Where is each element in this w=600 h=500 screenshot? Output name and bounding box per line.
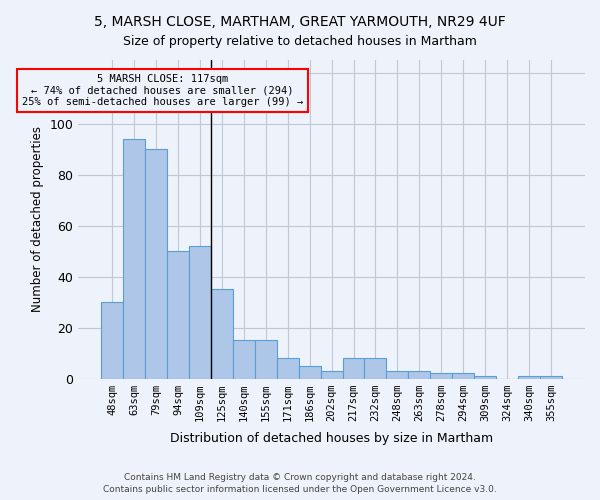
- Bar: [452, 374, 474, 378]
- Text: 5, MARSH CLOSE, MARTHAM, GREAT YARMOUTH, NR29 4UF: 5, MARSH CLOSE, MARTHAM, GREAT YARMOUTH,…: [94, 15, 506, 29]
- Bar: [123, 139, 145, 378]
- Bar: [430, 374, 452, 378]
- Bar: [343, 358, 364, 378]
- Bar: [364, 358, 386, 378]
- Bar: [474, 376, 496, 378]
- Bar: [211, 290, 233, 378]
- Y-axis label: Number of detached properties: Number of detached properties: [31, 126, 44, 312]
- Bar: [145, 149, 167, 378]
- Bar: [540, 376, 562, 378]
- Bar: [277, 358, 299, 378]
- Bar: [167, 251, 189, 378]
- Bar: [101, 302, 123, 378]
- Bar: [189, 246, 211, 378]
- Text: 5 MARSH CLOSE: 117sqm
← 74% of detached houses are smaller (294)
25% of semi-det: 5 MARSH CLOSE: 117sqm ← 74% of detached …: [22, 74, 303, 107]
- Bar: [386, 371, 409, 378]
- Bar: [409, 371, 430, 378]
- Bar: [233, 340, 255, 378]
- Text: Contains public sector information licensed under the Open Government Licence v3: Contains public sector information licen…: [103, 485, 497, 494]
- Bar: [255, 340, 277, 378]
- Bar: [518, 376, 540, 378]
- Text: Size of property relative to detached houses in Martham: Size of property relative to detached ho…: [123, 35, 477, 48]
- Text: Contains HM Land Registry data © Crown copyright and database right 2024.: Contains HM Land Registry data © Crown c…: [124, 474, 476, 482]
- Bar: [320, 371, 343, 378]
- Bar: [299, 366, 320, 378]
- X-axis label: Distribution of detached houses by size in Martham: Distribution of detached houses by size …: [170, 432, 493, 445]
